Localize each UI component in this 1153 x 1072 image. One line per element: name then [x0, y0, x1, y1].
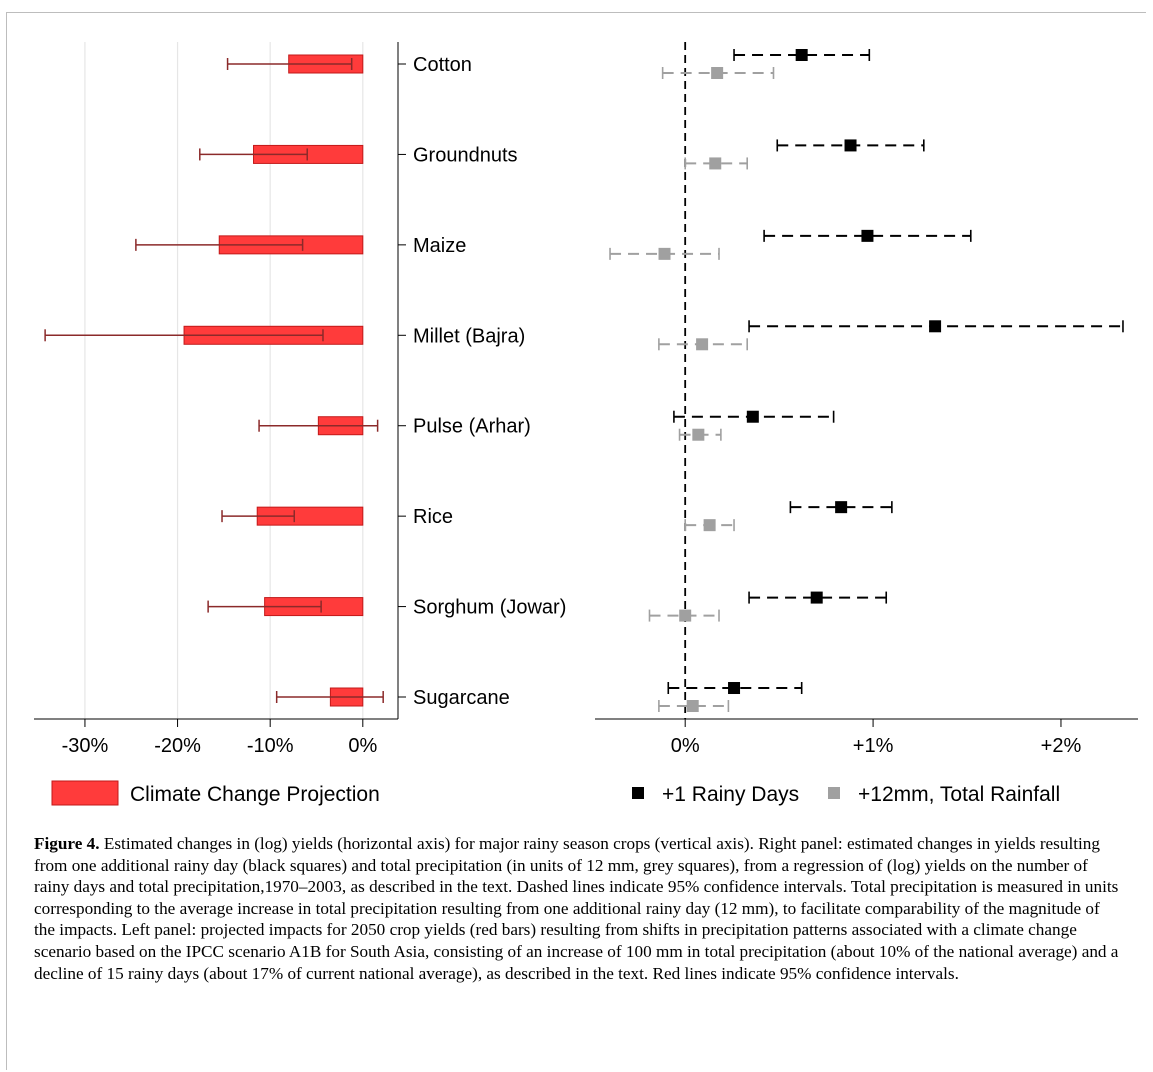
- left-x-tick-label: -30%: [62, 735, 109, 757]
- figure-label: Figure 4.: [34, 834, 100, 853]
- point-rainy-days-sorghum-jowar: [810, 591, 823, 604]
- point-rainy-days-rice: [835, 501, 848, 514]
- category-label-sorghum-jowar: Sorghum (Jowar): [413, 597, 566, 619]
- figure-caption: Figure 4. Estimated changes in (log) yie…: [34, 833, 1119, 984]
- point-total-rainfall-sugarcane: [686, 700, 699, 713]
- legend-label-rainy-days: +1 Rainy Days: [662, 783, 799, 806]
- category-label-rice: Rice: [413, 506, 453, 528]
- point-rainy-days-sugarcane: [728, 682, 741, 695]
- figure-frame: [6, 12, 1146, 1070]
- point-total-rainfall-sorghum-jowar: [679, 609, 692, 622]
- legend-label-total-rainfall: +12mm, Total Rainfall: [858, 783, 1060, 806]
- right-x-tick-label: +2%: [1041, 735, 1082, 757]
- point-total-rainfall-maize: [658, 247, 671, 260]
- category-label-sugarcane: Sugarcane: [413, 687, 510, 709]
- left-x-tick-label: -10%: [247, 735, 294, 757]
- legend-swatch-climate-projection: [51, 780, 119, 806]
- category-label-groundnuts: Groundnuts: [413, 144, 518, 166]
- right-x-tick-label: 0%: [671, 735, 700, 757]
- left-x-tick-label: -20%: [154, 735, 201, 757]
- point-total-rainfall-cotton: [711, 67, 724, 79]
- legend-label-climate-projection: Climate Change Projection: [130, 783, 380, 806]
- category-label-maize: Maize: [413, 235, 466, 257]
- point-rainy-days-pulse-arhar: [746, 410, 759, 423]
- left-x-tick-label: 0%: [348, 735, 377, 757]
- point-rainy-days-millet-bajra: [929, 320, 942, 333]
- category-label-millet-bajra: Millet (Bajra): [413, 325, 525, 347]
- legend-swatch-rainy-days: [632, 787, 644, 799]
- figure-chart: -30% -20% -10% 0% Cotton Groundnuts Maize Mill…: [34, 42, 1138, 806]
- point-rainy-days-maize: [861, 229, 874, 242]
- point-rainy-days-cotton: [795, 49, 808, 61]
- right-x-tick-label: +1%: [853, 735, 894, 757]
- legend-swatch-total-rainfall: [828, 787, 840, 799]
- point-rainy-days-groundnuts: [844, 139, 857, 152]
- point-total-rainfall-rice: [703, 519, 716, 532]
- point-total-rainfall-groundnuts: [709, 157, 722, 170]
- caption-text: Estimated changes in (log) yields (horiz…: [34, 834, 1119, 983]
- point-total-rainfall-pulse-arhar: [692, 428, 705, 441]
- category-label-cotton: Cotton: [413, 54, 472, 76]
- category-label-pulse-arhar: Pulse (Arhar): [413, 416, 531, 438]
- point-total-rainfall-millet-bajra: [696, 338, 709, 351]
